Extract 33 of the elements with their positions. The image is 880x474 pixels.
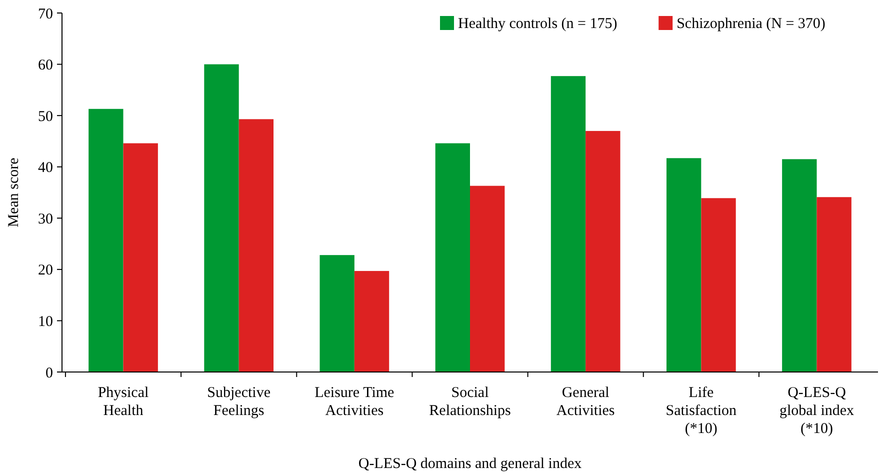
x-tick-label: Life Satisfaction (*10) — [666, 385, 738, 437]
x-tick-label: Physical Health — [98, 385, 149, 419]
bar — [586, 130, 620, 372]
bar — [666, 158, 702, 372]
bar — [123, 143, 158, 372]
y-axis-title: Mean score — [6, 157, 22, 228]
bar — [782, 159, 817, 372]
legend-label: Schizophrenia (N = 370) — [676, 16, 826, 32]
y-tick-label: 40 — [38, 160, 53, 176]
x-tick-label: Social Relationships — [429, 385, 511, 419]
bar — [88, 108, 124, 372]
x-tick-label: Q-LES-Q global index (*10) — [779, 385, 855, 437]
bar — [701, 198, 736, 372]
bar — [354, 270, 390, 372]
bar — [320, 255, 354, 372]
x-tick-label: Leisure Time Activities — [314, 385, 395, 419]
y-tick-label: 60 — [38, 58, 53, 74]
bar — [470, 186, 505, 372]
y-tick-label: 0 — [46, 365, 53, 382]
bar — [238, 119, 274, 372]
y-tick-label: 20 — [38, 262, 53, 279]
bar — [816, 197, 852, 372]
x-axis-title: Q-LES-Q domains and general index — [358, 456, 582, 472]
bar — [204, 64, 239, 372]
x-tick-label: General Activities — [556, 385, 615, 419]
y-tick-label: 30 — [38, 211, 53, 228]
x-tick-label: Subjective Feelings — [207, 385, 271, 419]
y-tick-label: 70 — [38, 6, 53, 22]
y-tick-label: 50 — [38, 108, 53, 125]
bar — [435, 143, 470, 372]
y-tick-label: 10 — [38, 314, 53, 330]
bar — [550, 76, 586, 372]
legend-label: Healthy controls (n = 175) — [458, 16, 618, 32]
